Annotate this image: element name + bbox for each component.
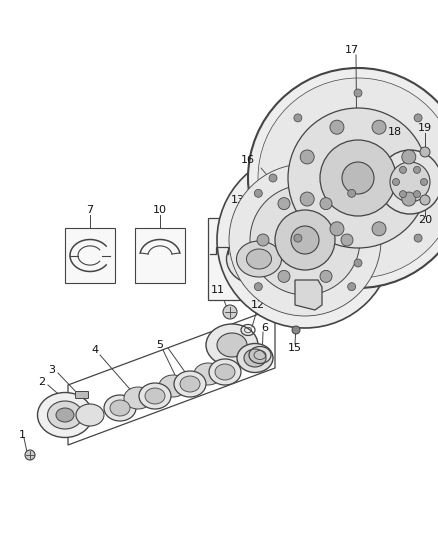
Circle shape [248, 68, 438, 288]
Circle shape [278, 270, 290, 282]
Ellipse shape [38, 392, 92, 438]
Circle shape [320, 198, 332, 209]
FancyBboxPatch shape [135, 228, 185, 283]
Text: 14: 14 [305, 260, 319, 270]
Circle shape [217, 152, 393, 328]
Circle shape [254, 282, 262, 290]
Ellipse shape [244, 349, 266, 367]
Ellipse shape [237, 343, 273, 373]
Circle shape [348, 282, 356, 290]
Ellipse shape [76, 404, 104, 426]
Circle shape [378, 150, 438, 214]
Circle shape [223, 305, 237, 319]
Circle shape [257, 234, 269, 246]
Circle shape [300, 150, 314, 164]
Ellipse shape [226, 233, 292, 285]
Ellipse shape [237, 241, 282, 277]
Circle shape [354, 89, 362, 97]
Circle shape [414, 114, 422, 122]
Circle shape [254, 189, 262, 197]
Ellipse shape [209, 359, 241, 385]
FancyBboxPatch shape [208, 218, 300, 300]
Text: 13: 13 [231, 195, 245, 205]
Circle shape [414, 234, 422, 242]
Ellipse shape [174, 371, 206, 397]
Circle shape [399, 191, 406, 198]
Ellipse shape [139, 383, 171, 409]
Circle shape [292, 326, 300, 334]
Circle shape [288, 108, 428, 248]
Circle shape [291, 226, 319, 254]
Text: 18: 18 [388, 127, 402, 137]
Polygon shape [295, 280, 322, 310]
Text: 6: 6 [261, 323, 268, 333]
Circle shape [420, 195, 430, 205]
Text: 11: 11 [211, 285, 225, 295]
Text: 12: 12 [251, 300, 265, 310]
Ellipse shape [47, 401, 82, 429]
Text: 3: 3 [49, 365, 56, 375]
Circle shape [413, 166, 420, 173]
Circle shape [348, 189, 356, 197]
Ellipse shape [215, 364, 235, 380]
Text: 19: 19 [418, 123, 432, 133]
Circle shape [250, 185, 360, 295]
Circle shape [330, 222, 344, 236]
Circle shape [420, 179, 427, 185]
Text: 17: 17 [345, 45, 359, 55]
Circle shape [372, 120, 386, 134]
Circle shape [342, 162, 374, 194]
Circle shape [392, 179, 399, 185]
Text: 10: 10 [153, 205, 167, 215]
Ellipse shape [206, 324, 258, 366]
Circle shape [320, 140, 396, 216]
Circle shape [413, 191, 420, 198]
Circle shape [402, 150, 416, 164]
Text: 7: 7 [86, 205, 94, 215]
Circle shape [294, 234, 302, 242]
Circle shape [390, 162, 430, 202]
Circle shape [229, 164, 381, 316]
Text: 16: 16 [241, 155, 255, 165]
Circle shape [300, 192, 314, 206]
Circle shape [294, 114, 302, 122]
Ellipse shape [56, 408, 74, 422]
Circle shape [402, 192, 416, 206]
Ellipse shape [180, 376, 200, 392]
Circle shape [258, 78, 438, 278]
Ellipse shape [247, 249, 272, 269]
Text: 15: 15 [288, 343, 302, 353]
Circle shape [25, 450, 35, 460]
Ellipse shape [124, 387, 152, 409]
Circle shape [420, 147, 430, 157]
FancyBboxPatch shape [65, 228, 115, 283]
Text: 20: 20 [418, 215, 432, 225]
Circle shape [354, 259, 362, 267]
Circle shape [275, 210, 335, 270]
Ellipse shape [145, 388, 165, 404]
Text: 2: 2 [39, 377, 46, 387]
Text: 5: 5 [156, 340, 163, 350]
Circle shape [320, 270, 332, 282]
Circle shape [372, 222, 386, 236]
Circle shape [278, 198, 290, 209]
Circle shape [399, 166, 406, 173]
Ellipse shape [104, 395, 136, 421]
Ellipse shape [159, 375, 187, 397]
Circle shape [341, 234, 353, 246]
Ellipse shape [110, 400, 130, 416]
Text: 1: 1 [18, 430, 25, 440]
Circle shape [330, 120, 344, 134]
FancyBboxPatch shape [75, 392, 88, 399]
Ellipse shape [217, 333, 247, 357]
Ellipse shape [194, 363, 222, 385]
Circle shape [269, 174, 277, 182]
Text: 4: 4 [92, 345, 99, 355]
